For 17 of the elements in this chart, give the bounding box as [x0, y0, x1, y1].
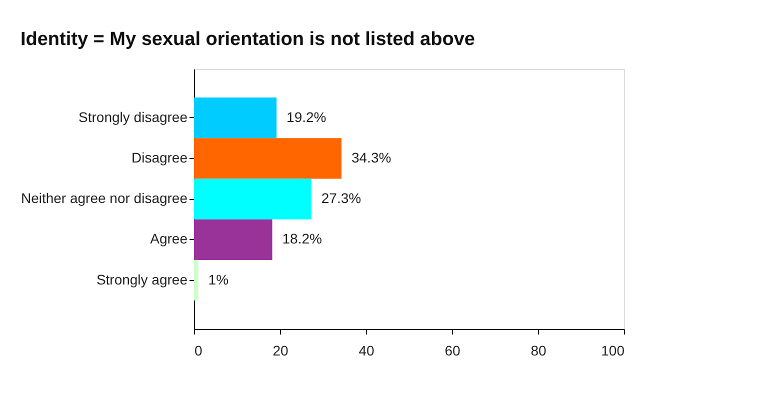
data-label: 34.3% — [351, 149, 392, 166]
data-label: 19.2% — [286, 108, 326, 125]
y-tick-label: Strongly disagree — [78, 108, 188, 125]
x-tick-label: 40 — [358, 342, 374, 358]
x-tick-label: 100 — [601, 342, 625, 358]
x-tick-label: 0 — [194, 342, 202, 358]
x-tick-label: 60 — [444, 342, 460, 358]
y-tick-label: Strongly agree — [96, 271, 188, 288]
data-label: 1% — [208, 271, 229, 288]
y-tick-label: Disagree — [131, 149, 188, 166]
x-tick-label: 20 — [272, 342, 288, 358]
data-label: 18.2% — [282, 230, 322, 247]
x-tick-label: 80 — [530, 342, 546, 358]
y-tick-label: Agree — [150, 230, 188, 247]
chart-title: Identity = My sexual orientation is not listed above — [20, 29, 475, 50]
data-label: 27.3% — [321, 190, 362, 206]
y-tick-label: Neither agree nor disagree — [20, 190, 188, 206]
